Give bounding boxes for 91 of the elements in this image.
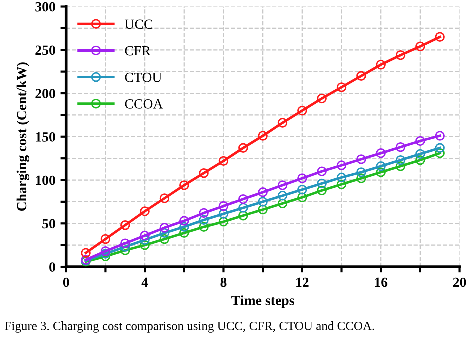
point (238, 194, 248, 204)
point (416, 149, 426, 160)
legend-label: CTOU (125, 72, 162, 82)
point (218, 201, 229, 212)
point (336, 180, 347, 190)
point (396, 142, 406, 152)
point (100, 234, 111, 244)
point (258, 188, 268, 198)
point (180, 180, 190, 190)
point (258, 131, 268, 141)
point (317, 166, 327, 176)
point (356, 168, 366, 178)
point (376, 60, 386, 70)
point (336, 160, 347, 170)
point (238, 143, 248, 154)
point (278, 198, 288, 209)
point (180, 222, 190, 232)
y-tick-label: 100 (36, 176, 56, 186)
point (120, 246, 130, 256)
legend-label: CCOA (125, 99, 164, 109)
point (416, 42, 426, 52)
y-tick-label: 250 (36, 46, 56, 56)
point (81, 248, 91, 258)
point (336, 172, 347, 183)
point (120, 220, 130, 230)
point (238, 203, 248, 213)
point (435, 32, 445, 42)
y-tick-label: 0 (50, 262, 56, 272)
point (218, 209, 229, 219)
point (376, 162, 386, 172)
point (356, 174, 366, 184)
x-tick-label: 20 (453, 278, 466, 288)
point (416, 136, 426, 146)
point (120, 238, 130, 248)
point (238, 210, 248, 221)
point (100, 246, 111, 256)
point (160, 228, 170, 238)
point (376, 148, 386, 158)
point (140, 240, 150, 250)
point (278, 180, 288, 190)
x-tick-label: 12 (296, 278, 309, 288)
point (336, 82, 347, 92)
point (396, 50, 406, 60)
point (180, 216, 190, 226)
x-tick-label: 0 (63, 278, 70, 288)
y-tick-label: 150 (36, 132, 56, 142)
point (435, 131, 445, 141)
x-tick-label: 4 (142, 278, 148, 288)
point (317, 178, 327, 189)
y-tick-label: 200 (36, 89, 56, 98)
point (258, 204, 268, 215)
point (218, 156, 229, 166)
point (298, 106, 308, 116)
point (258, 197, 268, 207)
point (435, 143, 445, 154)
point (356, 71, 366, 82)
point (298, 184, 308, 195)
point (100, 249, 111, 259)
point (416, 155, 426, 166)
point (180, 228, 190, 238)
point (317, 94, 327, 104)
y-tick-label: 50 (42, 219, 56, 229)
point (140, 206, 150, 216)
point (160, 194, 170, 204)
point (278, 191, 288, 201)
x-axis-title: Time steps (232, 296, 294, 308)
point (278, 118, 288, 128)
point (356, 154, 366, 164)
point (160, 223, 170, 233)
point (199, 222, 209, 232)
point (218, 217, 229, 227)
point (317, 186, 327, 196)
y-tick-label: 300 (36, 2, 56, 12)
point (298, 192, 308, 202)
point (199, 215, 209, 226)
point (396, 162, 406, 172)
x-tick-label: 16 (375, 278, 388, 288)
point (120, 242, 130, 252)
x-tick-label: 8 (220, 278, 227, 288)
point (199, 168, 209, 178)
legend-label: UCC (124, 20, 152, 30)
point (376, 168, 386, 178)
point (435, 148, 445, 158)
point (396, 155, 406, 166)
legend-label: CFR (125, 46, 151, 56)
point (140, 230, 150, 241)
caption: Figure 3. Charging cost comparison using UCC, CFR, CTOU and CCOA. (5, 322, 374, 333)
point (298, 174, 308, 184)
point (199, 208, 209, 218)
y-axis-title: Charging cost (Cent/kW) (16, 62, 30, 212)
point (160, 234, 170, 244)
